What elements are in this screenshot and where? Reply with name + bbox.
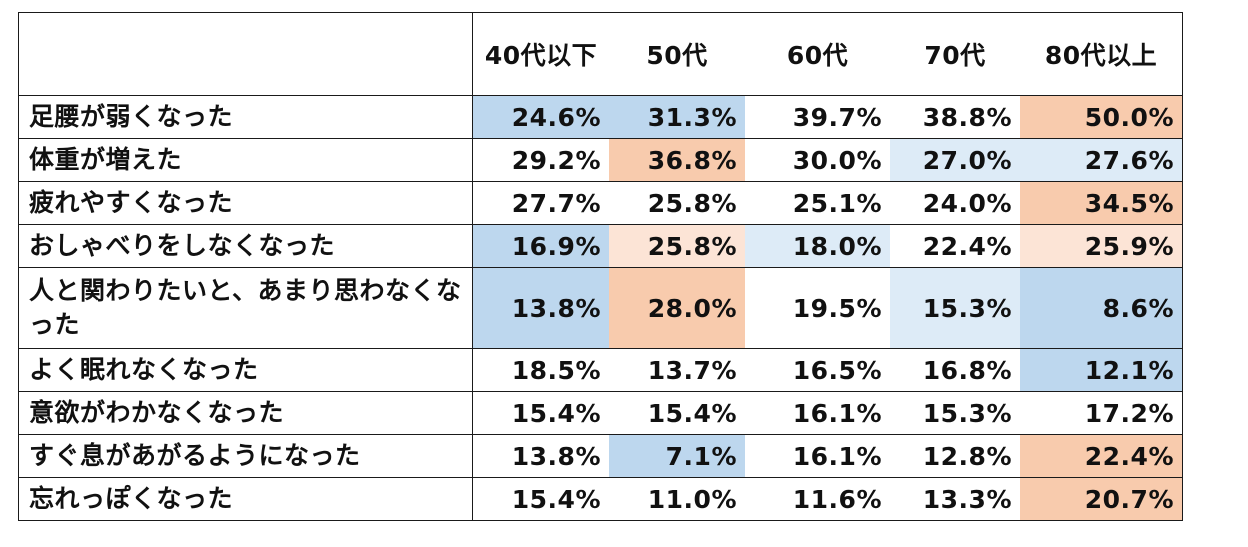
col-header: 60代 [745, 12, 890, 96]
row-label: 意欲がわかなくなった [18, 391, 473, 435]
value-cell: 13.8% [472, 434, 609, 478]
value-cell: 27.0% [890, 138, 1020, 182]
value-cell: 18.0% [745, 224, 890, 268]
table-row: 人と関わりたいと、あまり思わなくなった 13.8% 28.0% 19.5% 15.3% 8… [18, 267, 1183, 349]
row-label: おしゃべりをしなくなった [18, 224, 473, 268]
value-cell: 34.5% [1020, 181, 1183, 225]
row-label: よく眠れなくなった [18, 348, 473, 392]
row-label: 疲れやすくなった [18, 181, 473, 225]
table-row: 忘れっぽくなった 15.4% 11.0% 11.6% 13.3% 20.7% [18, 477, 1183, 521]
value-cell: 39.7% [745, 95, 890, 139]
value-cell: 12.8% [890, 434, 1020, 478]
table-row: 体重が増えた 29.2% 36.8% 30.0% 27.0% 27.6% [18, 138, 1183, 182]
value-cell: 12.1% [1020, 348, 1183, 392]
value-cell: 20.7% [1020, 477, 1183, 521]
value-cell: 13.3% [890, 477, 1020, 521]
value-cell: 8.6% [1020, 267, 1183, 349]
value-cell: 29.2% [472, 138, 609, 182]
value-cell: 13.7% [609, 348, 745, 392]
value-cell: 16.5% [745, 348, 890, 392]
value-cell: 15.4% [472, 477, 609, 521]
row-label: すぐ息があがるようになった [18, 434, 473, 478]
value-cell: 15.3% [890, 267, 1020, 349]
row-label: 体重が増えた [18, 138, 473, 182]
table-row: よく眠れなくなった 18.5% 13.7% 16.5% 16.8% 12.1% [18, 348, 1183, 392]
table-row: すぐ息があがるようになった 13.8% 7.1% 16.1% 12.8% 22.4% [18, 434, 1183, 478]
value-cell: 15.4% [609, 391, 745, 435]
table-body: 足腰が弱くなった 24.6% 31.3% 39.7% 38.8% 50.0% 体重が増えた 2… [18, 95, 1183, 521]
value-cell: 13.8% [472, 267, 609, 349]
value-cell: 25.8% [609, 224, 745, 268]
value-cell: 22.4% [890, 224, 1020, 268]
value-cell: 30.0% [745, 138, 890, 182]
value-cell: 18.5% [472, 348, 609, 392]
value-cell: 11.6% [745, 477, 890, 521]
value-cell: 27.7% [472, 181, 609, 225]
value-cell: 22.4% [1020, 434, 1183, 478]
value-cell: 50.0% [1020, 95, 1183, 139]
col-header: 80代以上 [1020, 12, 1183, 96]
value-cell: 25.9% [1020, 224, 1183, 268]
value-cell: 11.0% [609, 477, 745, 521]
value-cell: 15.4% [472, 391, 609, 435]
value-cell: 16.1% [745, 391, 890, 435]
value-cell: 17.2% [1020, 391, 1183, 435]
value-cell: 16.1% [745, 434, 890, 478]
value-cell: 38.8% [890, 95, 1020, 139]
value-cell: 28.0% [609, 267, 745, 349]
value-cell: 16.8% [890, 348, 1020, 392]
value-cell: 16.9% [472, 224, 609, 268]
value-cell: 24.6% [472, 95, 609, 139]
col-header: 40代以下 [472, 12, 609, 96]
col-header: 70代 [890, 12, 1020, 96]
row-label: 人と関わりたいと、あまり思わなくなった [18, 267, 473, 349]
value-cell: 36.8% [609, 138, 745, 182]
value-cell: 27.6% [1020, 138, 1183, 182]
value-cell: 25.1% [745, 181, 890, 225]
value-cell: 7.1% [609, 434, 745, 478]
value-cell: 24.0% [890, 181, 1020, 225]
table-row: 足腰が弱くなった 24.6% 31.3% 39.7% 38.8% 50.0% [18, 95, 1183, 139]
value-cell: 19.5% [745, 267, 890, 349]
table-row: おしゃべりをしなくなった 16.9% 25.8% 18.0% 22.4% 25.9% [18, 224, 1183, 268]
row-label: 足腰が弱くなった [18, 95, 473, 139]
table-row: 疲れやすくなった 27.7% 25.8% 25.1% 24.0% 34.5% [18, 181, 1183, 225]
header-row: 40代以下 50代 60代 70代 80代以上 [18, 12, 1183, 96]
value-cell: 31.3% [609, 95, 745, 139]
col-header: 50代 [609, 12, 745, 96]
results-table: 40代以下 50代 60代 70代 80代以上 足腰が弱くなった 24.6% 31.… [18, 12, 1183, 521]
value-cell: 15.3% [890, 391, 1020, 435]
table-row: 意欲がわかなくなった 15.4% 15.4% 16.1% 15.3% 17.2% [18, 391, 1183, 435]
value-cell: 25.8% [609, 181, 745, 225]
row-label: 忘れっぽくなった [18, 477, 473, 521]
corner-cell [18, 12, 473, 96]
